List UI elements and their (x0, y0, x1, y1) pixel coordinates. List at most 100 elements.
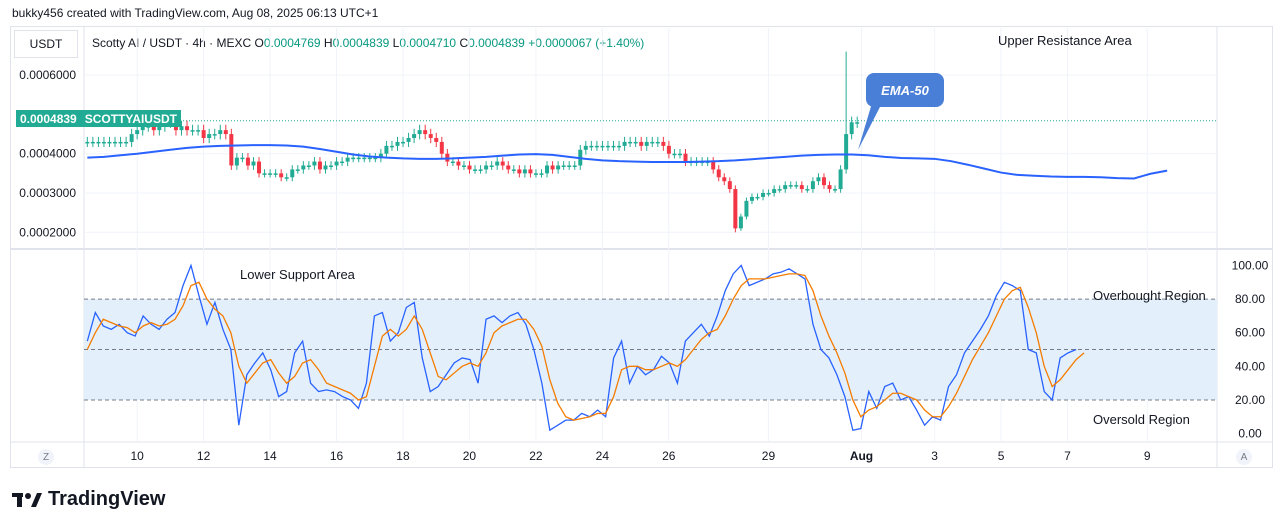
candle-body (124, 141, 129, 144)
candle-body (821, 177, 826, 186)
candle-body (711, 161, 716, 170)
candle-body (500, 161, 505, 166)
candle-body (810, 181, 815, 190)
x-tick-label: 24 (596, 449, 610, 463)
candle-body (644, 141, 649, 146)
stoch-d-line (86, 273, 1085, 421)
price-tick-label: 0.0004000 (19, 147, 76, 161)
candle-body (135, 130, 140, 135)
candle-body (838, 169, 843, 190)
candle-body (456, 161, 461, 166)
legend-open-label: O (254, 36, 264, 50)
price-tick-label: 0.0006000 (19, 68, 76, 82)
x-tick-label: 10 (130, 449, 144, 463)
candle-body (129, 134, 134, 142)
tradingview-mark-icon (12, 491, 42, 509)
currency-button[interactable]: USDT (14, 30, 78, 58)
x-tick-label: 18 (396, 449, 410, 463)
candle-body (251, 161, 256, 166)
candle-body (639, 141, 644, 146)
candle-body (395, 141, 400, 146)
candle-body (600, 145, 605, 148)
stoch-tick-label: 100.00 (1232, 258, 1269, 272)
candle-body (583, 145, 588, 150)
last-price-value: 0.0004839 (20, 111, 77, 126)
candle-body (450, 161, 455, 164)
stoch-tick-label: 60.00 (1235, 326, 1265, 340)
price-tick-label: 0.0002000 (19, 225, 76, 239)
stoch-tick-label: 40.00 (1235, 359, 1265, 373)
candle-body (257, 161, 262, 174)
candle-body (367, 157, 372, 160)
candle-body (151, 126, 156, 131)
candle-body (749, 196, 754, 201)
candle-body (611, 145, 616, 148)
chart-attribution: bukky456 created with TradingView.com, A… (12, 6, 379, 20)
candle-body (196, 130, 201, 132)
candle-body (185, 126, 190, 131)
candle-body (533, 173, 538, 175)
x-tick-label: 26 (662, 449, 676, 463)
candle-body (727, 181, 732, 190)
candle-body (844, 134, 849, 170)
x-tick-label: 3 (931, 449, 938, 463)
candle-body (434, 138, 439, 142)
candle-body (279, 173, 284, 178)
candle-body (617, 145, 622, 148)
candle-body (855, 122, 860, 124)
legend-change: +0.0000067 (+1.40%) (528, 36, 645, 50)
x-tick-label: 14 (263, 449, 277, 463)
candle-body (301, 165, 306, 170)
candle-body (317, 161, 322, 170)
lower-support-label: Lower Support Area (240, 267, 355, 282)
candle-body (96, 141, 101, 144)
overbought-label: Overbought Region (1093, 288, 1206, 303)
candle-body (777, 189, 782, 191)
candle-body (351, 157, 356, 160)
candle-body (340, 161, 345, 164)
candle-body (550, 165, 555, 170)
candle-body (113, 141, 118, 144)
brand-name: TradingView (48, 488, 166, 510)
candle-body (312, 161, 317, 166)
legend-symbol: Scotty AI / USDT · 4h · MEXC (92, 36, 252, 50)
legend-low-value: 0.0004710 (399, 36, 457, 50)
candle-body (157, 126, 162, 131)
candle-body (207, 134, 212, 138)
candle-body (107, 141, 112, 144)
stoch-k-line (86, 263, 1077, 432)
candle-body (190, 130, 195, 132)
ema-pointer (858, 103, 882, 150)
ohlc-legend: Scotty AI / USDT · 4h · MEXC O0.0004769 … (92, 36, 644, 50)
candle-body (528, 169, 533, 174)
x-tick-label: 5 (998, 449, 1005, 463)
candle-body (788, 185, 793, 187)
ema-50-line (87, 144, 1168, 180)
candle-body (240, 157, 245, 160)
candle-body (794, 185, 799, 187)
legend-high-label: H (323, 36, 333, 50)
candle-body (428, 134, 433, 138)
x-tick-label: 29 (762, 449, 776, 463)
candle-body (716, 169, 721, 178)
stoch-tick-label: 20.00 (1235, 393, 1265, 407)
candle-body (412, 134, 417, 138)
candle-body (722, 177, 727, 182)
stoch-tick-label: 80.00 (1235, 292, 1265, 306)
oversold-label: Oversold Region (1093, 412, 1190, 427)
auto-scale-button[interactable]: A (1236, 449, 1252, 465)
candle-body (672, 153, 677, 156)
candle-body (306, 165, 311, 167)
candle-body (733, 189, 738, 229)
candle-body (101, 141, 106, 144)
candle-body (517, 169, 522, 174)
candle-body (677, 153, 682, 156)
zoom-reset-button[interactable]: Z (38, 449, 54, 465)
candle-body (766, 193, 771, 195)
candle-body (345, 157, 350, 162)
candle-body (323, 165, 328, 170)
candle-body (556, 165, 561, 170)
candle-body (234, 157, 239, 166)
candle-body (827, 185, 832, 190)
candle-body (833, 189, 838, 191)
